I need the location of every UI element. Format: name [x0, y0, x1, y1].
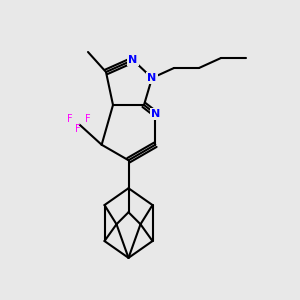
Text: N: N: [147, 73, 157, 83]
Text: N: N: [151, 109, 160, 119]
Text: F: F: [75, 124, 80, 134]
Text: F: F: [67, 114, 73, 124]
Text: N: N: [128, 55, 138, 65]
Text: F: F: [85, 114, 91, 124]
